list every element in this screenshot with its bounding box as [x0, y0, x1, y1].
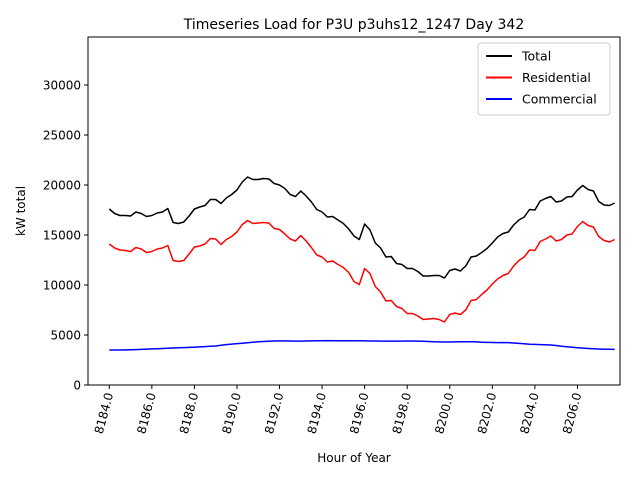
series-line-commercial — [109, 339, 615, 351]
series-lines — [108, 176, 615, 351]
legend: Total Residential Commercial — [477, 42, 611, 116]
y-axis-label: kW total — [14, 186, 28, 236]
legend-box — [477, 42, 611, 116]
y-tick-label: 0 — [73, 379, 81, 393]
y-axis: 0 5000 10000 15000 20000 25000 30000 — [43, 79, 88, 393]
y-tick-label: 10000 — [43, 279, 81, 293]
y-tick-label: 25000 — [43, 129, 81, 143]
x-axis-label: Hour of Year — [317, 451, 391, 465]
chart-title: Timeseries Load for P3U p3uhs12_1247 Day… — [183, 17, 525, 33]
legend-label: Residential — [522, 70, 591, 85]
series-line-residential — [108, 219, 615, 323]
series-line-total — [108, 176, 615, 279]
y-tick-label: 15000 — [43, 229, 81, 243]
legend-label: Commercial — [522, 92, 597, 107]
y-tick-label: 30000 — [43, 79, 81, 93]
y-tick-label: 20000 — [43, 179, 81, 193]
y-tick-label: 5000 — [50, 329, 81, 343]
legend-label: Total — [521, 49, 551, 64]
